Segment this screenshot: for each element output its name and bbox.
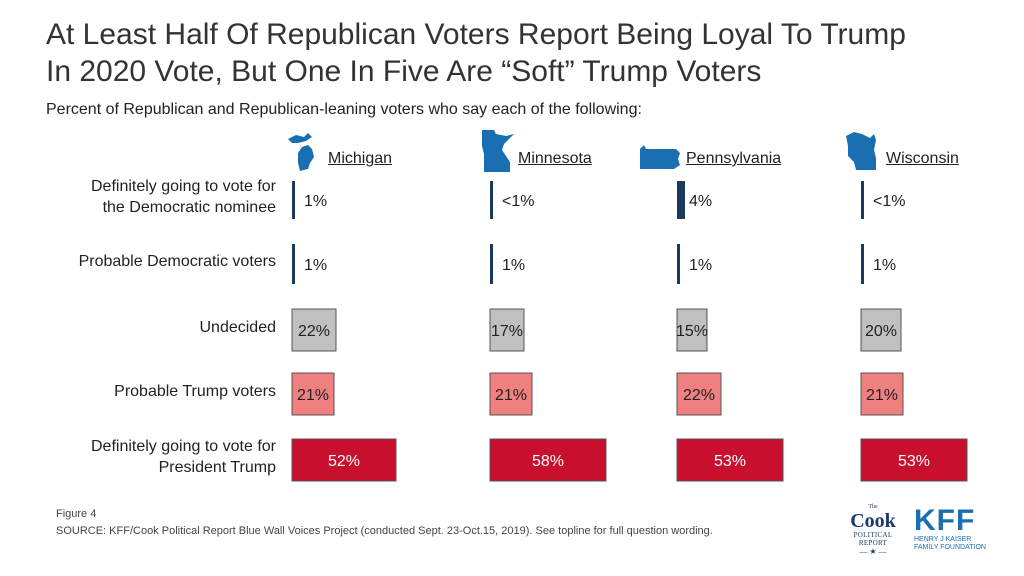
bar-pennsylvania-0 bbox=[677, 181, 685, 219]
bar-michigan-1 bbox=[292, 244, 295, 284]
bar-minnesota-4 bbox=[489, 438, 607, 482]
minnesota-map-icon bbox=[482, 130, 514, 172]
category-label-line: Probable Democratic voters bbox=[78, 252, 276, 270]
data-label-wisconsin-4: 53% bbox=[898, 453, 930, 470]
category-label-line: Definitely going to vote for bbox=[91, 438, 276, 455]
data-label-pennsylvania-3: 22% bbox=[683, 387, 715, 404]
kff-logo-main: KFF bbox=[914, 504, 976, 537]
data-label-minnesota-2: 17% bbox=[491, 323, 523, 340]
pennsylvania-map-icon bbox=[640, 145, 680, 169]
kff-logo: KFF HENRY J KAISER FAMILY FOUNDATION bbox=[914, 506, 986, 552]
data-label-pennsylvania-4: 53% bbox=[714, 453, 746, 470]
bar-pennsylvania-2 bbox=[676, 308, 708, 352]
cook-political-report-logo: The Cook POLITICAL REPORT — ★ — bbox=[843, 504, 903, 556]
bar-minnesota-2 bbox=[489, 308, 525, 352]
bar-wisconsin-0 bbox=[861, 181, 864, 219]
cook-logo-sub2: REPORT bbox=[858, 539, 888, 547]
source-note: SOURCE: KFF/Cook Political Report Blue W… bbox=[56, 525, 713, 537]
chart-title-line-2: In 2020 Vote, But One In Five Are “Soft”… bbox=[46, 55, 762, 88]
data-label-pennsylvania-2: 15% bbox=[676, 323, 708, 340]
kff-logo-sub2: FAMILY FOUNDATION bbox=[914, 544, 986, 551]
bar-wisconsin-1 bbox=[861, 244, 864, 284]
bar-wisconsin-4 bbox=[860, 438, 968, 482]
cook-logo-sub1: POLITICAL bbox=[853, 531, 893, 539]
kff-logo-sub1: HENRY J KAISER bbox=[914, 536, 972, 543]
data-label-michigan-3: 21% bbox=[297, 387, 329, 404]
michigan-map-icon bbox=[288, 133, 314, 171]
category-label-line: Definitely going to vote for bbox=[91, 178, 276, 195]
bar-minnesota-1 bbox=[490, 244, 493, 284]
category-label: Probable Trump voters bbox=[16, 381, 276, 402]
data-label-minnesota-3: 21% bbox=[495, 387, 527, 404]
chart-title: At Least Half Of Republican Voters Repor… bbox=[46, 16, 1006, 90]
cook-logo-star: — ★ — bbox=[859, 547, 887, 556]
category-label: Probable Democratic voters bbox=[16, 251, 276, 272]
bar-michigan-2 bbox=[291, 308, 337, 352]
data-label-michigan-4: 52% bbox=[328, 453, 360, 470]
bar-pennsylvania-3 bbox=[676, 372, 722, 416]
category-label-line: President Trump bbox=[158, 459, 276, 476]
bar-pennsylvania-4 bbox=[676, 438, 784, 482]
data-label-wisconsin-3: 21% bbox=[866, 387, 898, 404]
category-label: Definitely going to vote for President Tr… bbox=[16, 436, 276, 478]
data-label-minnesota-1: 1% bbox=[502, 257, 525, 274]
category-label-line: Probable Trump voters bbox=[114, 382, 276, 400]
data-label-pennsylvania-0: 4% bbox=[689, 193, 712, 210]
data-label-minnesota-0: <1% bbox=[502, 193, 534, 210]
bar-wisconsin-3 bbox=[860, 372, 904, 416]
state-name-michigan: Michigan bbox=[328, 150, 393, 167]
figure-number: Figure 4 bbox=[56, 508, 97, 520]
category-label: Undecided bbox=[16, 317, 277, 338]
bar-pennsylvania-1 bbox=[677, 244, 680, 284]
data-label-michigan-2: 22% bbox=[298, 323, 330, 340]
bar-michigan-3 bbox=[291, 372, 335, 416]
bar-michigan-0 bbox=[292, 181, 295, 219]
data-label-wisconsin-1: 1% bbox=[873, 257, 896, 274]
category-label-line: the Democratic nominee bbox=[102, 199, 276, 216]
data-label-minnesota-4: 58% bbox=[532, 453, 564, 470]
bar-michigan-4 bbox=[291, 438, 397, 482]
cook-logo-the: The bbox=[868, 504, 878, 510]
data-label-wisconsin-2: 20% bbox=[865, 323, 897, 340]
data-label-michigan-1: 1% bbox=[304, 257, 327, 274]
state-name-wisconsin: Wisconsin bbox=[886, 150, 959, 167]
data-label-wisconsin-0: <1% bbox=[873, 193, 905, 210]
chart-subtitle: Percent of Republican and Republican-lea… bbox=[46, 101, 642, 118]
bar-wisconsin-2 bbox=[860, 308, 902, 352]
state-name-minnesota: Minnesota bbox=[518, 150, 592, 167]
chart-title-line-1: At Least Half Of Republican Voters Repor… bbox=[46, 18, 906, 51]
wisconsin-map-icon bbox=[846, 132, 876, 170]
bar-minnesota-3 bbox=[489, 372, 533, 416]
bar-minnesota-0 bbox=[490, 181, 493, 219]
category-label: Definitely going to vote for the Democrat… bbox=[16, 176, 276, 218]
cook-logo-main: Cook bbox=[850, 510, 896, 532]
category-label-line: Undecided bbox=[199, 318, 277, 336]
data-label-pennsylvania-1: 1% bbox=[689, 257, 712, 274]
state-name-pennsylvania: Pennsylvania bbox=[686, 150, 782, 167]
data-label-michigan-0: 1% bbox=[304, 193, 327, 210]
